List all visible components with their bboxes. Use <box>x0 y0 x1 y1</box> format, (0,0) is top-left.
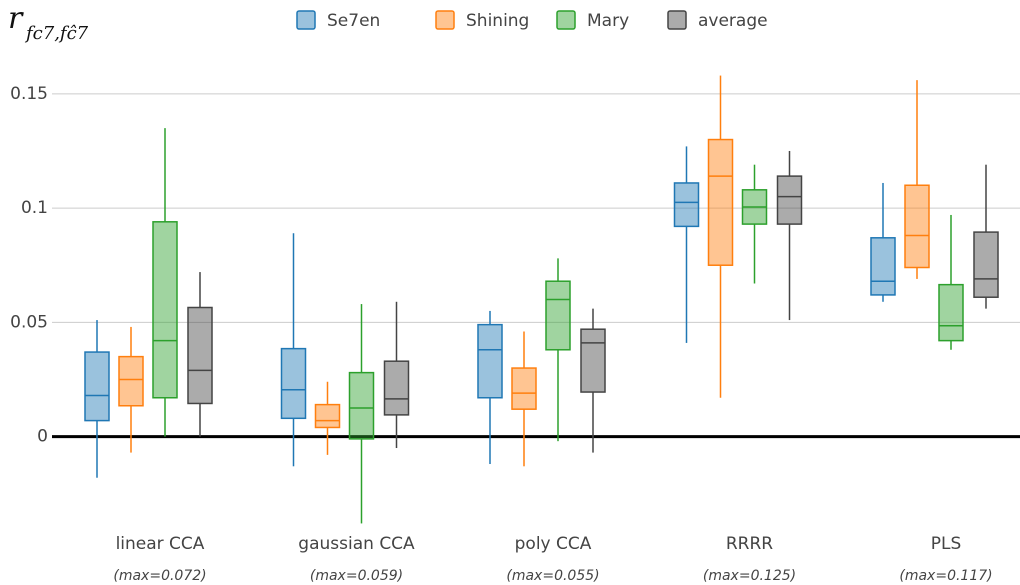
box <box>545 280 571 351</box>
box <box>673 182 700 228</box>
x-tick-label: PLS <box>931 534 962 554</box>
y-tick-label: 0.15 <box>10 84 48 104</box>
x-tick-label: linear CCA <box>116 534 205 554</box>
category-note: (max=0.125) <box>703 568 796 584</box>
box <box>870 237 896 296</box>
x-tick-label: poly CCA <box>515 534 592 554</box>
box <box>348 371 375 440</box>
box <box>152 221 178 399</box>
box <box>84 351 110 422</box>
box <box>904 184 930 269</box>
box <box>511 367 537 410</box>
box <box>707 138 734 266</box>
category-note: (max=0.117) <box>899 568 992 584</box>
category-note: (max=0.059) <box>310 568 403 584</box>
box <box>118 355 144 407</box>
legend-label: Se7en <box>327 11 380 31</box>
legend-label: Shining <box>466 11 529 31</box>
y-label-sub: fc7,fĉ7 <box>24 23 89 44</box>
box <box>938 283 964 342</box>
legend-swatch <box>296 10 316 30</box>
box <box>477 323 503 399</box>
y-tick-label: 0 <box>37 427 48 447</box>
legend-swatch <box>556 10 576 30</box>
box <box>580 328 606 393</box>
y-tick-label: 0.1 <box>21 198 48 218</box>
box <box>776 175 803 225</box>
y-label: r <box>8 1 24 36</box>
category-note: (max=0.055) <box>506 568 599 584</box>
category-note: (max=0.072) <box>113 568 206 584</box>
legend-label: average <box>698 11 768 31</box>
x-tick-label: RRRR <box>726 534 773 554</box>
box <box>280 347 307 420</box>
legend-label: Mary <box>587 11 629 31</box>
x-tick-label: gaussian CCA <box>298 534 415 554</box>
box <box>314 403 341 429</box>
legend-swatch <box>435 10 455 30</box>
box <box>187 306 213 405</box>
box <box>973 231 999 298</box>
box <box>383 360 410 416</box>
legend-swatch <box>667 10 687 30</box>
y-tick-label: 0.05 <box>10 312 48 332</box>
